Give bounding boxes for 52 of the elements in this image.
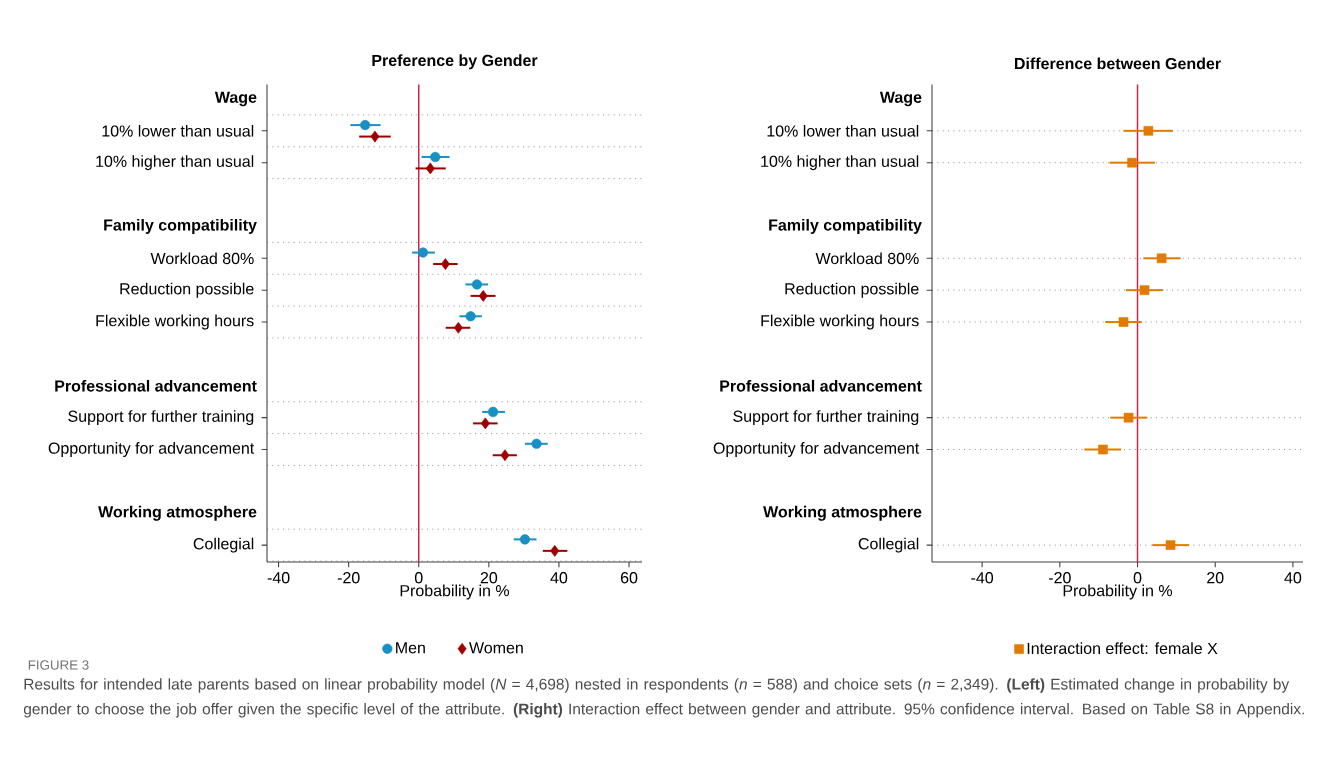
point <box>1127 157 1137 168</box>
y-tick-label: Working atmosphere <box>763 505 922 521</box>
point <box>1143 126 1154 136</box>
y-tick-label: 10% higher than usual <box>761 155 919 171</box>
point <box>1098 444 1108 455</box>
x-tick-label: -20 <box>1048 572 1071 584</box>
x-tick-label: 0 <box>414 572 423 584</box>
point <box>1118 317 1129 327</box>
y-tick-label: 10% lower than usual <box>102 124 254 137</box>
y-tick-label: Opportunity for advancement <box>713 442 920 457</box>
legend-label: Women <box>469 642 523 654</box>
legend-label: Men <box>396 642 425 654</box>
y-tick-label: Working atmosphere <box>98 505 257 521</box>
y-tick-label: 10% lower than usual <box>767 124 919 137</box>
y-tick-label: Professional advancement <box>55 379 257 392</box>
legend-label: Interaction effect: female X <box>1027 642 1218 655</box>
y-tick-label: Support for further training <box>68 410 254 426</box>
point <box>1139 285 1150 295</box>
x-axis-title: Probability in % <box>1063 584 1173 600</box>
y-tick-label: Flexible working hours <box>96 314 254 330</box>
x-tick-label: 40 <box>550 572 568 584</box>
y-tick-label: Workload 80% <box>815 252 919 265</box>
y-tick-label: Wage <box>214 91 257 107</box>
x-tick-label: -40 <box>267 572 290 584</box>
x-tick-label: -20 <box>337 572 360 584</box>
y-tick-label: Flexible working hours <box>761 314 919 330</box>
point <box>1123 412 1134 423</box>
y-tick-label: Collegial <box>193 537 254 553</box>
y-tick-label: Reduction possible <box>785 282 919 298</box>
point <box>1156 253 1167 264</box>
y-tick-label: Professional advancement <box>720 379 922 392</box>
y-tick-label: Reduction possible <box>120 282 254 298</box>
text: Results for intended late parents based on linear probability model (N = 4,698) nested in respondents (n = 588) and choice sets (n = 2,349). (Left) Estimated change in probability by gender to choose the job offer given the specific level of the attribute. (Right) Interaction effect between gender and attribute. 95% confidence interval. Based on Table S8 in Appendix. <box>23 678 1304 718</box>
y-tick-label: Collegial <box>858 537 919 553</box>
chart-title: Preference by Gender <box>372 54 538 70</box>
y-tick-label: Wage <box>879 91 922 107</box>
y-tick-label: 10% higher than usual <box>96 155 254 171</box>
y-tick-label: Opportunity for advancement <box>48 442 255 457</box>
y-tick-label: Workload 80% <box>150 252 254 265</box>
x-tick-label: -40 <box>971 572 994 584</box>
chart-title: Difference between Gender <box>1014 57 1221 70</box>
point <box>1165 540 1176 550</box>
x-tick-label: 60 <box>620 572 638 584</box>
x-tick-label: 20 <box>480 572 498 584</box>
x-axis-title: Probability in % <box>400 584 510 600</box>
y-tick-label: Family compatibility <box>769 218 922 234</box>
caption: FIGURE 3 <box>28 660 89 670</box>
x-tick-label: 20 <box>1207 572 1224 584</box>
x-tick-label: 40 <box>1284 572 1302 584</box>
y-tick-label: Family compatibility <box>104 218 257 234</box>
x-tick-label: 0 <box>1133 572 1142 584</box>
y-tick-label: Support for further training <box>733 410 919 426</box>
